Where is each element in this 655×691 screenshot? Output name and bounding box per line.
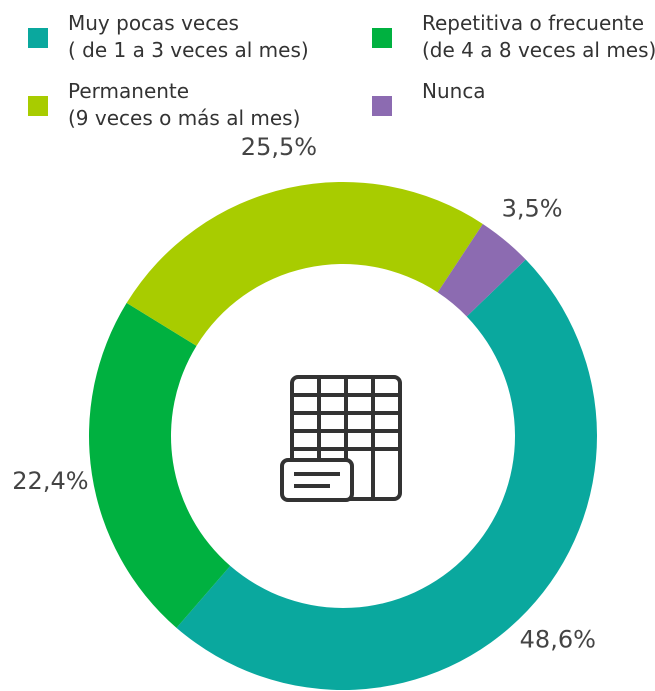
- legend-label: Repetitiva o frecuente (de 4 a 8 veces al…: [422, 11, 655, 62]
- legend-swatch: [28, 96, 48, 116]
- legend-label: Nunca: [422, 79, 486, 103]
- legend-label: Muy pocas veces( de 1 a 3 veces al mes): [68, 11, 309, 62]
- legend-swatch: [372, 96, 392, 116]
- center-icon: [280, 375, 402, 502]
- donut-slice: [437, 223, 526, 317]
- legend-swatch: [28, 28, 48, 48]
- value-label: 48,6%: [520, 626, 596, 654]
- donut-slice: [176, 259, 597, 690]
- value-label: 25,5%: [241, 133, 317, 161]
- legend-swatch: [372, 28, 392, 48]
- donut-slice: [126, 181, 483, 346]
- value-label: 22,4%: [12, 467, 88, 495]
- donut-slice: [89, 302, 231, 628]
- legend-label: Permanente (9 veces o más al mes): [68, 79, 300, 130]
- value-label: 3,5%: [502, 194, 563, 222]
